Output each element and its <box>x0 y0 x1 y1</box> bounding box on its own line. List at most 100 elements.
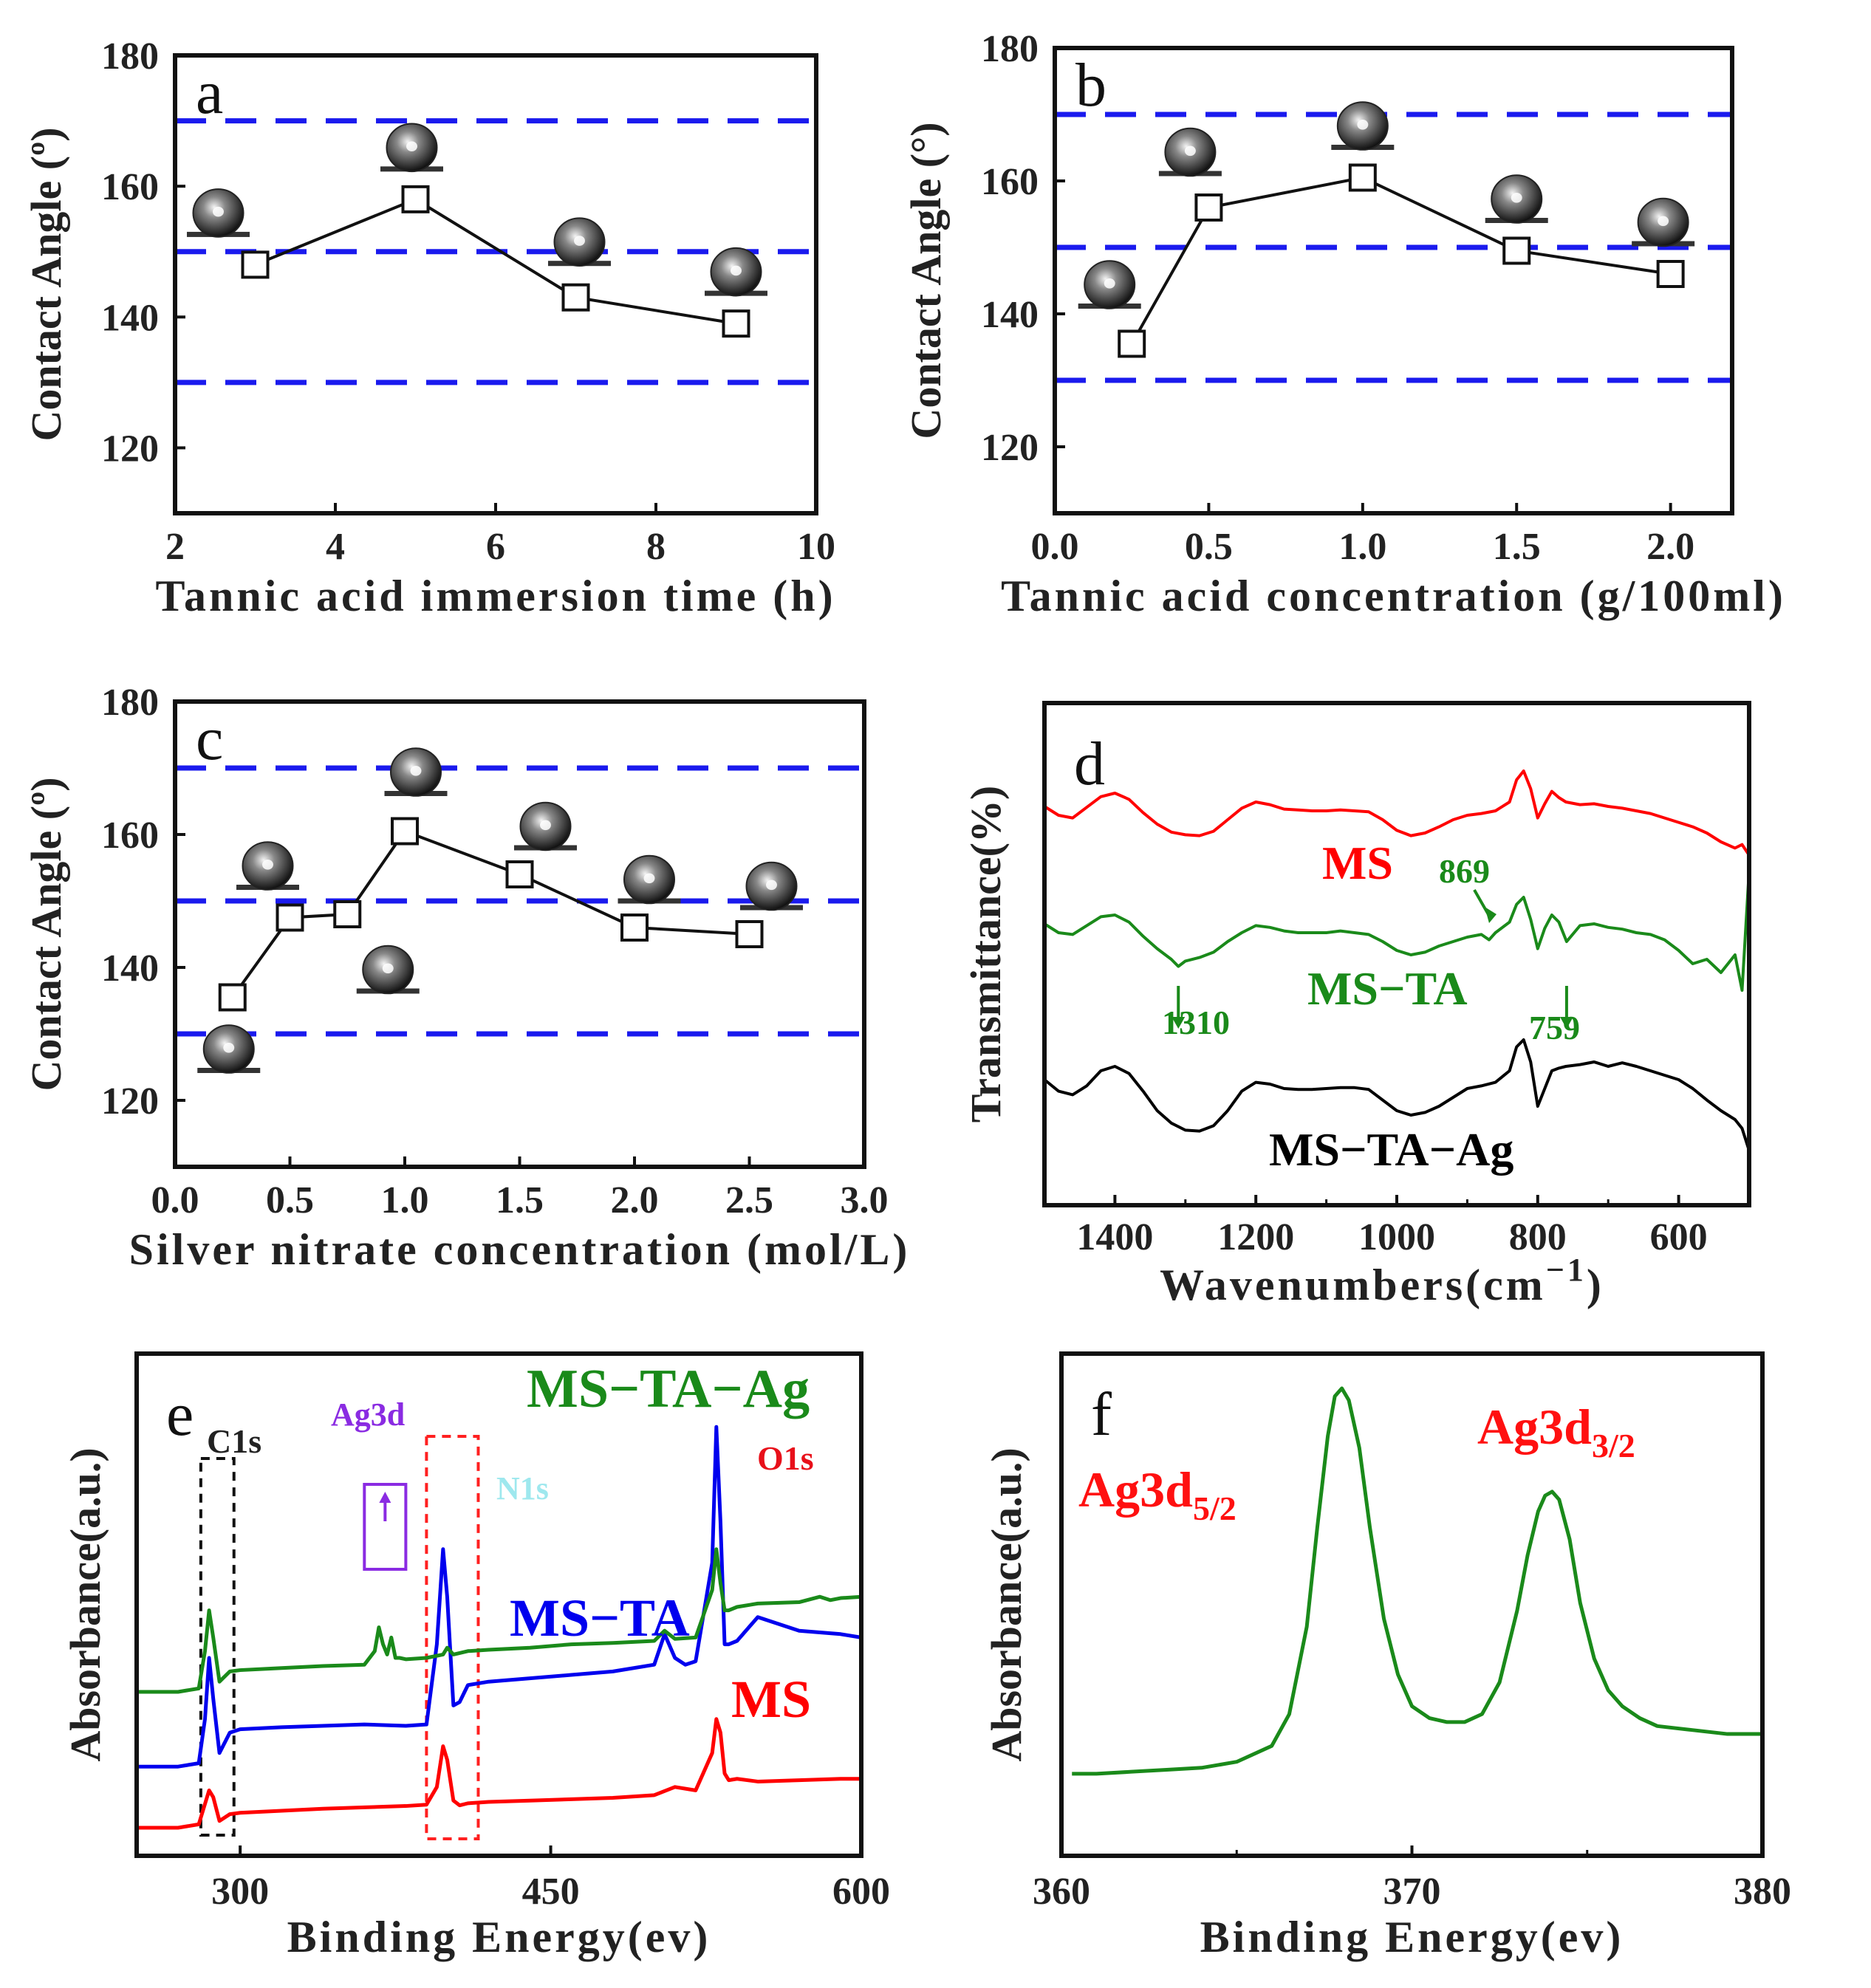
x-tick-label: 2.0 <box>611 1179 659 1221</box>
droplet-highlight <box>1104 278 1115 289</box>
water-droplet-image <box>740 861 803 911</box>
y-tick-label: 140 <box>101 947 159 990</box>
water-droplet-image <box>1485 174 1548 224</box>
data-point <box>1502 236 1531 265</box>
annotation-MS−TA: MS−TA <box>510 1588 690 1648</box>
annotation-subscript: 3/2 <box>1592 1427 1635 1464</box>
x-axis-label-text: Wavenumbers(cm <box>1160 1261 1546 1309</box>
x-tick-label: 3.0 <box>841 1179 889 1221</box>
panel-b: 0.0 0.5 1.0 1.5 2.0 120 140 160 180 Tannic acid c… <box>902 28 1783 620</box>
annotation-Ag3d-5/2: Ag3d5/2 <box>1078 1461 1236 1527</box>
droplet-highlight <box>223 1043 235 1053</box>
annotation-Ag3d-3/2: Ag3d3/2 <box>1477 1399 1635 1464</box>
data-point <box>1348 163 1377 192</box>
droplet-highlight <box>1658 216 1669 227</box>
x-tick-label: 600 <box>1650 1216 1708 1258</box>
panel-e: 300 450 600 Binding Energy(ev) Absorbance(a.… <box>61 1351 890 1961</box>
y-tick-label: 180 <box>101 35 159 78</box>
annotation-MS−TA−Ag: MS−TA−Ag <box>1269 1123 1513 1176</box>
x-tick-label: 8 <box>646 526 666 568</box>
y-tick-label: 120 <box>981 427 1039 469</box>
x-axis-label: Tannic acid immersion time (h) <box>155 572 835 620</box>
water-droplet-image <box>187 188 250 238</box>
x-axis-label: Binding Energy(ev) <box>287 1913 711 1961</box>
n1s-highlight-box <box>425 1435 480 1840</box>
x-tick-label: 1.0 <box>1338 526 1386 568</box>
panel-f: 360 370 380 Binding Energy(ev) Absorbance(a.… <box>982 1351 1791 1961</box>
series-line-MS <box>1043 770 1751 857</box>
droplet-highlight <box>1184 145 1196 157</box>
x-tick-label: 2.5 <box>725 1179 773 1221</box>
series-line-MS–TA–Ag <box>137 1547 862 1694</box>
annotation-MS−TA−Ag: MS−TA−Ag <box>527 1359 810 1419</box>
x-tick-label: 360 <box>1033 1871 1090 1913</box>
water-droplet-image <box>1078 260 1141 309</box>
x-tick-label: 4 <box>326 526 345 568</box>
annotation-MS: MS <box>731 1670 811 1729</box>
y-axis-label: Contact Angle (º) <box>22 777 70 1091</box>
water-droplet-image <box>236 841 299 891</box>
x-tick-label: 1.5 <box>496 1179 544 1221</box>
panel-label: e <box>166 1380 194 1449</box>
x-tick-label: 370 <box>1383 1871 1441 1913</box>
annotation-main: Ag3d <box>1078 1461 1193 1518</box>
water-droplet-image <box>618 854 681 905</box>
water-droplet-image <box>380 123 443 173</box>
ag3d-arrowhead <box>379 1492 391 1503</box>
annotation-main: Ag3d <box>1477 1399 1592 1455</box>
x-axis-label-superscript: −1 <box>1546 1252 1587 1288</box>
water-droplet-image <box>197 1024 261 1074</box>
droplet-highlight <box>1511 193 1522 203</box>
droplet-highlight <box>643 873 655 884</box>
x-tick-label: 0.5 <box>1185 526 1233 568</box>
data-point <box>722 309 750 338</box>
data-point <box>1118 329 1146 358</box>
x-tick-label: 0.5 <box>266 1179 314 1221</box>
panel-label: b <box>1075 51 1106 120</box>
data-point <box>276 903 304 932</box>
water-droplet-image <box>548 217 611 267</box>
x-tick-label: 380 <box>1734 1871 1791 1913</box>
panel-label: c <box>196 705 223 773</box>
panel-d: 1400 1200 1000 800 600 Wavenumbers(cm−1) Trans… <box>962 701 1751 1309</box>
annotation-MS−TA: MS−TA <box>1307 962 1468 1015</box>
annotation-869: 869 <box>1439 852 1490 890</box>
panel-label: f <box>1091 1380 1112 1449</box>
series-line <box>231 829 750 998</box>
x-axis-label: Binding Energy(ev) <box>1200 1913 1624 1961</box>
annotation-N1s: N1s <box>496 1470 549 1507</box>
droplet-highlight <box>262 860 273 870</box>
x-tick-label: 1000 <box>1358 1216 1435 1258</box>
annotation-C1s: C1s <box>207 1422 261 1460</box>
x-tick-label: 0.0 <box>1031 526 1079 568</box>
x-tick-label: 0.0 <box>151 1179 199 1221</box>
series-line-MS–TA <box>137 1425 862 1769</box>
droplet-highlight <box>574 236 585 246</box>
annotation-O1s: O1s <box>757 1439 814 1477</box>
water-droplet-image <box>705 247 767 297</box>
x-tick-label: 1.5 <box>1493 526 1541 568</box>
droplet-highlight <box>1357 120 1369 130</box>
data-point <box>505 860 534 888</box>
panel-label: d <box>1074 730 1105 798</box>
water-droplet-image <box>1158 127 1222 177</box>
panel-c: 0.0 0.5 1.0 1.5 2.0 2.5 3.0 120 140 160 180 Silver … <box>22 682 907 1274</box>
series-line-MS–TA <box>1043 870 1751 992</box>
y-axis-label: Contact Angle (°) <box>902 122 950 439</box>
plot-frame <box>134 1351 863 1858</box>
peak-arrowhead-759 <box>1559 1017 1573 1029</box>
series-line <box>254 197 736 326</box>
data-point <box>561 283 590 312</box>
y-axis-label: Absorbance(a.u.) <box>982 1447 1030 1761</box>
y-tick-label: 140 <box>981 294 1039 336</box>
data-point <box>735 920 764 948</box>
droplet-highlight <box>213 206 224 217</box>
data-point <box>1656 260 1685 288</box>
water-droplet-image <box>384 747 448 797</box>
annotation-subscript: 5/2 <box>1193 1490 1236 1527</box>
x-tick-label: 1400 <box>1076 1216 1153 1258</box>
ag3d-highlight-box <box>363 1483 408 1571</box>
series-line-MS–TA–Ag <box>1043 1038 1751 1151</box>
y-tick-label: 160 <box>101 815 159 857</box>
